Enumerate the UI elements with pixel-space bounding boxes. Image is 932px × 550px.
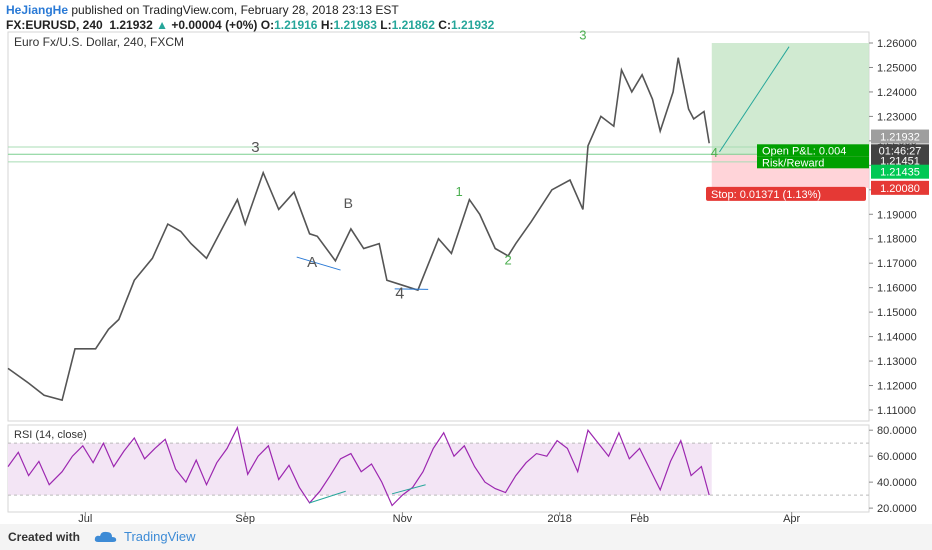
price-badge-label: 1.20080 xyxy=(880,183,920,195)
price-badge xyxy=(871,180,929,195)
last-price: 1.21932 xyxy=(109,18,153,32)
price-series-line xyxy=(7,57,710,402)
price-badge xyxy=(871,129,929,144)
price-tick-label: 1.16000 xyxy=(877,283,917,295)
rsi-tick-label: 20.0000 xyxy=(877,503,917,515)
target-zone xyxy=(711,43,869,155)
price-tick-label: 1.12000 xyxy=(877,381,917,393)
close-value: 1.21932 xyxy=(450,18,495,32)
time-tick-label: 2018 xyxy=(547,513,571,524)
footer-bar: Created with TradingView xyxy=(0,524,932,550)
up-arrow-icon: ▲ xyxy=(156,18,168,32)
rsi-trendline xyxy=(309,490,346,504)
time-tick-label: Sep xyxy=(235,513,255,524)
wave-label: A xyxy=(307,254,317,271)
price-badge-label: 1.21451 xyxy=(880,155,920,167)
wave-label: 2 xyxy=(504,252,511,267)
rsi-tick-label: 80.0000 xyxy=(877,425,917,437)
price-tick-label: 1.23000 xyxy=(877,111,917,123)
author-link[interactable]: HeJiangHe xyxy=(6,3,69,17)
wave-label: 1 xyxy=(456,184,463,199)
price-tick-label: 1.25000 xyxy=(877,62,917,74)
price-tick-label: 1.15000 xyxy=(877,307,917,319)
countdown-label: 01:46:27 xyxy=(879,145,922,157)
price-tick-label: 1.24000 xyxy=(877,87,917,99)
stop-label: Stop: 0.01371 (1.13%) xyxy=(711,189,821,201)
tradingview-logo[interactable]: TradingView xyxy=(124,529,196,544)
open-pnl-box xyxy=(757,144,869,157)
countdown-box xyxy=(871,144,929,157)
price-tick-label: 1.14000 xyxy=(877,332,917,344)
price-badge xyxy=(871,153,929,168)
price-badge-label: 1.21435 xyxy=(880,167,920,179)
stop-box xyxy=(706,186,866,201)
chart-canvas[interactable]: 3 A B 4 1 2 3 4 Euro Fx/U.S. Dollar, 240, FXCM 1.… xyxy=(0,0,932,524)
wave-label: 4 xyxy=(395,286,404,303)
price-badge xyxy=(871,164,929,179)
time-tick-label: Jul xyxy=(78,513,92,524)
close-label: C: xyxy=(438,18,451,32)
wave-label: B xyxy=(344,195,353,211)
chart-title: Euro Fx/U.S. Dollar, 240, FXCM xyxy=(14,35,184,49)
symbol-label[interactable]: FX:EURUSD, 240 xyxy=(6,18,103,32)
price-tick-label: 1.11000 xyxy=(877,405,916,417)
price-tick-label: 1.19000 xyxy=(877,209,917,221)
symbol-line: FX:EURUSD, 240 1.21932 ▲ +0.00004 (+0%) … xyxy=(6,18,494,32)
trendline xyxy=(296,256,341,271)
price-change: +0.00004 (+0%) xyxy=(171,18,258,32)
rsi-series-line xyxy=(7,425,710,507)
open-pnl-label: Open P&L: 0.004 xyxy=(762,145,846,157)
trendline xyxy=(719,46,790,153)
price-tick-label: 1.18000 xyxy=(877,234,917,246)
time-tick-label: Nov xyxy=(393,513,413,524)
rsi-tick-label: 40.0000 xyxy=(877,477,917,489)
created-with-text: Created with xyxy=(8,530,81,544)
price-tick-label: 1.26000 xyxy=(877,38,917,50)
risk-reward-label: Risk/Reward xyxy=(762,157,824,169)
rsi-tick-label: 60.0000 xyxy=(877,451,917,463)
time-tick-label: Apr xyxy=(783,513,800,524)
rsi-trendline xyxy=(391,484,426,495)
low-label: L: xyxy=(380,18,392,32)
time-tick-label: Feb xyxy=(630,513,649,524)
rsi-title: RSI (14, close) xyxy=(14,429,87,441)
price-tick-label: 1.13000 xyxy=(877,356,917,368)
open-value: 1.21916 xyxy=(274,18,318,32)
chart-header: HeJiangHe published on TradingView.com, … xyxy=(0,0,932,34)
low-value: 1.21862 xyxy=(391,18,435,32)
wave-label: 3 xyxy=(579,27,586,42)
open-label: O: xyxy=(260,18,275,32)
wave-label: 4 xyxy=(711,145,718,160)
tradingview-cloud-icon xyxy=(94,531,117,542)
wave-label: 3 xyxy=(251,139,259,156)
price-tick-label: 1.17000 xyxy=(877,258,917,270)
high-value: 1.21983 xyxy=(333,18,377,32)
published-text: published on TradingView.com, February 2… xyxy=(71,3,399,17)
risk-reward-box xyxy=(757,156,869,169)
price-badge-label: 1.21932 xyxy=(880,132,920,144)
publisher-line: HeJiangHe published on TradingView.com, … xyxy=(6,3,399,17)
high-label: H: xyxy=(320,18,334,32)
